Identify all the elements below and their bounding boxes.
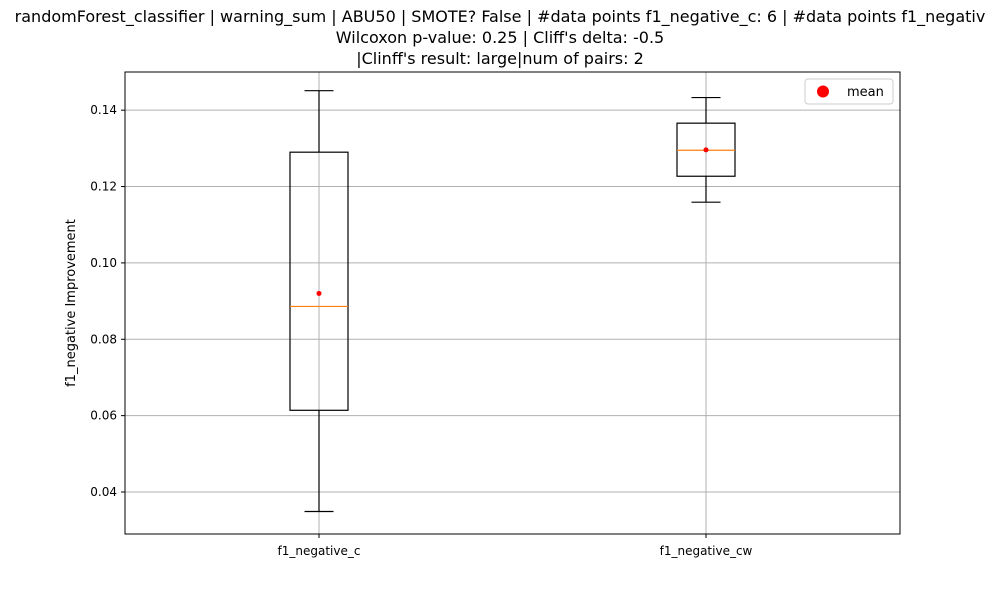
iqr-box [289,151,349,411]
y-tick-label: 0.14 [90,103,117,117]
x-tick-label: f1_negative_c [278,544,361,558]
x-tick-label: f1_negative_cw [660,544,753,558]
plot-area [124,71,901,535]
legend-mean-marker [817,85,829,98]
y-tick-label: 0.10 [90,256,117,270]
y-axis-label: f1_negative Improvement [64,219,79,387]
boxes [289,90,736,513]
y-axis: 0.04 0.06 0.08 0.10 0.12 0.14 [90,103,125,499]
y-tick-label: 0.04 [90,485,117,499]
legend: mean [804,78,894,105]
chart-title-line-3: |Clinff's result: large|num of pairs: 2 [356,49,644,68]
grid [125,72,900,534]
mean-marker [703,147,709,153]
chart-title-line-1: randomForest_classifier | warning_sum | … [15,7,986,27]
y-tick-label: 0.12 [90,180,117,194]
legend-box [804,78,894,105]
y-tick-label: 0.06 [90,409,117,423]
chart-title: randomForest_classifier | warning_sum | … [15,7,986,68]
legend-mean-label: mean [847,85,884,100]
box-f1_negative_cw [676,96,736,203]
y-tick-label: 0.08 [90,332,117,346]
x-axis: f1_negative_c f1_negative_cw [278,534,753,558]
chart-title-line-2: Wilcoxon p-value: 0.25 | Cliff's delta: … [336,28,664,47]
box-f1_negative_c [289,90,349,513]
mean-marker [316,290,322,296]
